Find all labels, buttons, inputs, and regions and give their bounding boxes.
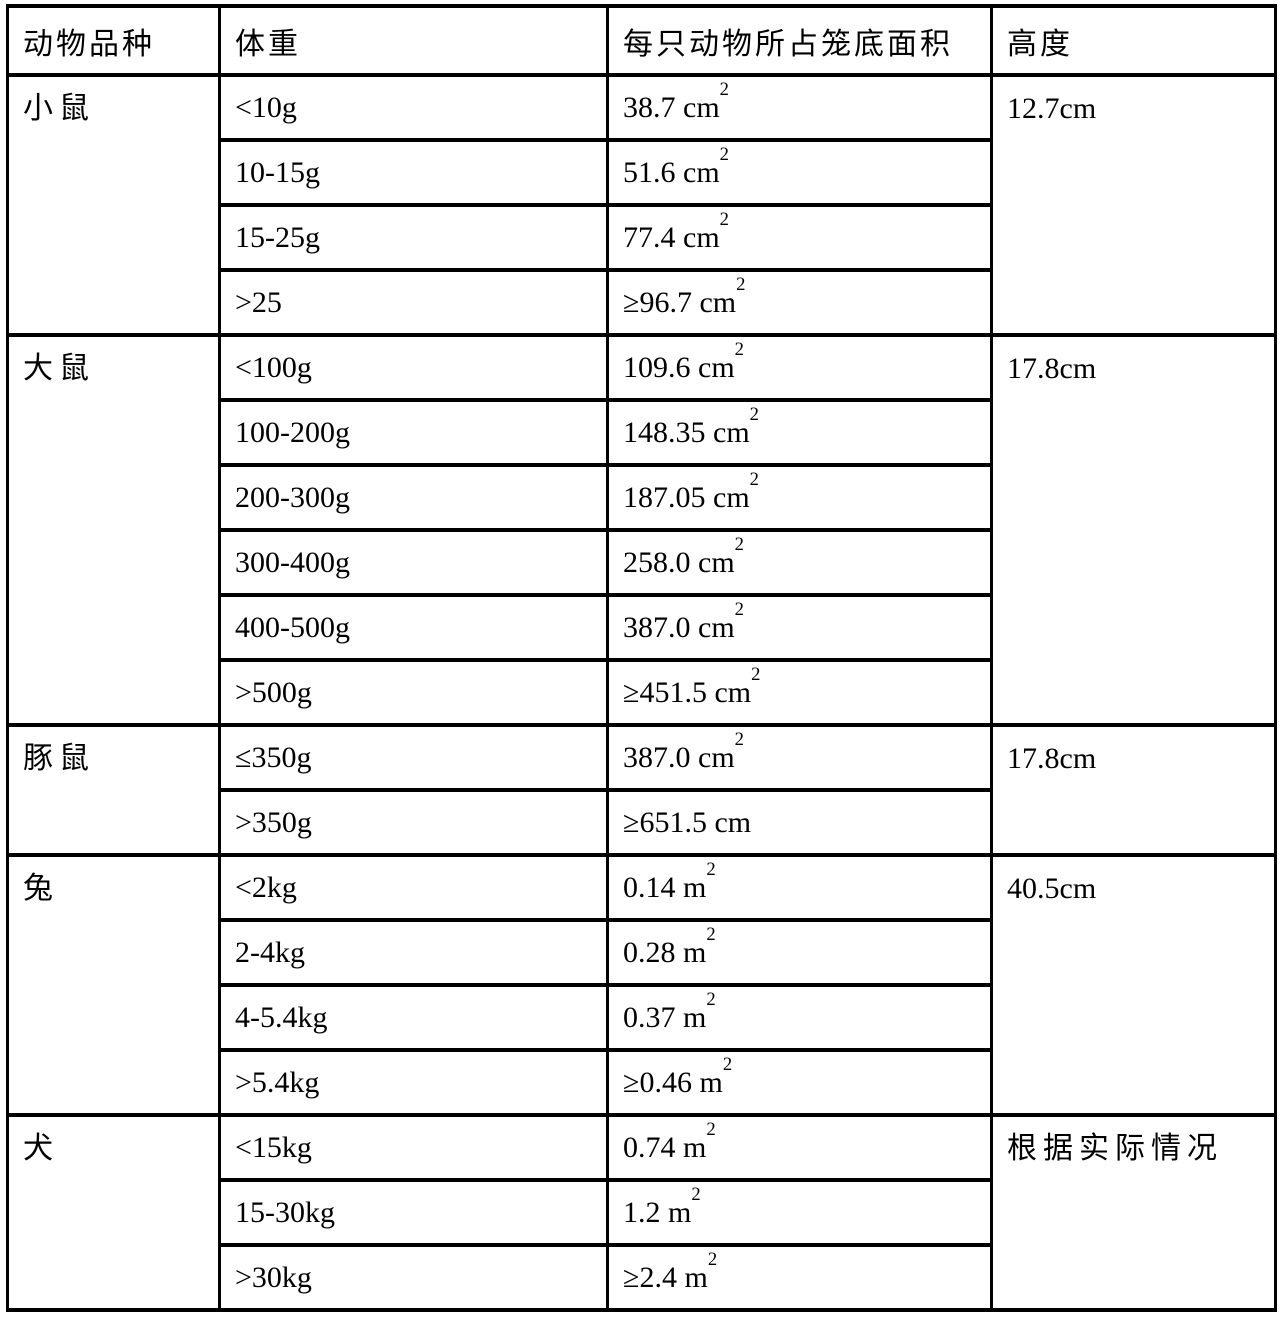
table-header-row: 动物品种 体重 每只动物所占笼底面积 高度 xyxy=(6,4,1277,77)
area-cell: 51.6 cm2 xyxy=(606,138,993,207)
area-cell: 0.14 m2 xyxy=(606,853,993,922)
height-cell: 17.8cm xyxy=(990,333,1277,727)
area-cell: 0.28 m2 xyxy=(606,918,993,987)
table-row: 10-15g 51.6 cm2 xyxy=(8,138,1276,207)
table-row: 200-300g 187.05 cm2 xyxy=(8,463,1276,532)
weight-cell: >30kg xyxy=(218,1243,609,1312)
area-unit-superscript: 2 xyxy=(749,469,759,491)
area-cell: 187.05 cm2 xyxy=(606,463,993,532)
table-row: >350g ≥651.5 cm xyxy=(8,788,1276,857)
weight-cell: 300-400g xyxy=(218,528,609,597)
header-cell-species: 动物品种 xyxy=(6,4,221,77)
weight-cell: >5.4kg xyxy=(218,1048,609,1117)
area-cell: 387.0 cm2 xyxy=(606,593,993,662)
area-unit-superscript: 2 xyxy=(734,599,744,621)
area-unit-superscript: 2 xyxy=(719,209,729,231)
table-body: 小鼠 <10g 38.7 cm2 12.7cm 10-15g 51.6 cm2 15-25g… xyxy=(6,73,1277,1312)
weight-cell: >25 xyxy=(218,268,609,337)
area-cell: 77.4 cm2 xyxy=(606,203,993,272)
weight-cell: <15kg xyxy=(218,1113,609,1182)
area-unit-superscript: 2 xyxy=(707,1249,718,1271)
weight-cell: 2-4kg xyxy=(218,918,609,987)
table-row: 15-30kg 1.2 m2 xyxy=(8,1178,1276,1247)
weight-cell: 15-25g xyxy=(218,203,609,272)
weight-cell: <10g xyxy=(218,73,609,142)
area-cell: 0.74 m2 xyxy=(606,1113,993,1182)
area-unit-superscript: 2 xyxy=(706,989,716,1011)
table-row: 300-400g 258.0 cm2 xyxy=(8,528,1276,597)
table-row: 15-25g 77.4 cm2 xyxy=(8,203,1276,272)
area-cell: ≥2.4 m2 xyxy=(606,1243,993,1312)
animal-cage-spec-table: 动物品种 体重 每只动物所占笼底面积 高度 小鼠 <10g 38.7 cm2 12.7… xyxy=(6,4,1277,1312)
area-unit-superscript: 2 xyxy=(734,729,744,751)
area-cell: 0.37 m2 xyxy=(606,983,993,1052)
species-cell: 犬 xyxy=(6,1113,221,1312)
weight-cell: >500g xyxy=(218,658,609,727)
weight-cell: >350g xyxy=(218,788,609,857)
table-row: 4-5.4kg 0.37 m2 xyxy=(8,983,1276,1052)
area-unit-superscript: 2 xyxy=(749,404,759,426)
area-cell: 109.6 cm2 xyxy=(606,333,993,402)
species-cell: 兔 xyxy=(6,853,221,1117)
table-row: >5.4kg ≥0.46 m2 xyxy=(8,1048,1276,1117)
area-unit-superscript: 2 xyxy=(706,924,716,946)
area-cell: ≥651.5 cm xyxy=(606,788,993,857)
area-unit-superscript: 2 xyxy=(734,534,744,556)
area-cell: 38.7 cm2 xyxy=(606,73,993,142)
area-unit-superscript: 2 xyxy=(706,859,716,881)
table-row: 2-4kg 0.28 m2 xyxy=(8,918,1276,987)
table-row: >500g ≥451.5 cm2 xyxy=(8,658,1276,727)
area-cell: 387.0 cm2 xyxy=(606,723,993,792)
header-cell-weight: 体重 xyxy=(218,4,609,77)
table-row: 兔 <2kg 0.14 m2 40.5cm xyxy=(6,853,1277,1117)
table-row: 400-500g 387.0 cm2 xyxy=(8,593,1276,662)
species-cell: 豚鼠 xyxy=(6,723,221,857)
weight-cell: 400-500g xyxy=(218,593,609,662)
height-cell: 17.8cm xyxy=(990,723,1277,857)
height-cell: 40.5cm xyxy=(990,853,1277,1117)
area-unit-superscript: 2 xyxy=(706,1119,716,1141)
weight-cell: <2kg xyxy=(218,853,609,922)
weight-cell: 4-5.4kg xyxy=(218,983,609,1052)
height-cell: 根据实际情况 xyxy=(990,1113,1277,1312)
table-row: 大鼠 <100g 109.6 cm2 17.8cm xyxy=(6,333,1277,727)
area-unit-superscript: 2 xyxy=(736,274,746,296)
weight-cell: <100g xyxy=(218,333,609,402)
table-row: 小鼠 <10g 38.7 cm2 12.7cm xyxy=(6,73,1277,337)
table-row: >25 ≥96.7 cm2 xyxy=(8,268,1276,337)
area-cell: 1.2 m2 xyxy=(606,1178,993,1247)
area-cell: 258.0 cm2 xyxy=(606,528,993,597)
area-cell: ≥451.5 cm2 xyxy=(606,658,993,727)
table-row: >30kg ≥2.4 m2 xyxy=(8,1243,1276,1312)
height-cell: 12.7cm xyxy=(990,73,1277,337)
area-unit-superscript: 2 xyxy=(751,664,761,686)
area-cell: 148.35 cm2 xyxy=(606,398,993,467)
header-cell-height: 高度 xyxy=(990,4,1277,77)
area-unit-superscript: 2 xyxy=(691,1184,701,1206)
table-row: 豚鼠 ≤350g 387.0 cm2 17.8cm xyxy=(6,723,1277,857)
species-cell: 大鼠 xyxy=(6,333,221,727)
weight-cell: 10-15g xyxy=(218,138,609,207)
weight-cell: 200-300g xyxy=(218,463,609,532)
weight-cell: 100-200g xyxy=(218,398,609,467)
table-row: 100-200g 148.35 cm2 xyxy=(8,398,1276,467)
header-cell-area: 每只动物所占笼底面积 xyxy=(606,4,993,77)
weight-cell: ≤350g xyxy=(218,723,609,792)
species-cell: 小鼠 xyxy=(6,73,221,337)
area-cell: ≥96.7 cm2 xyxy=(606,268,993,337)
table-row: 犬 <15kg 0.74 m2 根据实际情况 xyxy=(6,1113,1277,1312)
area-cell: ≥0.46 m2 xyxy=(606,1048,993,1117)
weight-cell: 15-30kg xyxy=(218,1178,609,1247)
area-unit-superscript: 2 xyxy=(722,1054,733,1076)
area-unit-superscript: 2 xyxy=(719,144,729,166)
area-unit-superscript: 2 xyxy=(719,79,729,101)
area-unit-superscript: 2 xyxy=(734,339,744,361)
